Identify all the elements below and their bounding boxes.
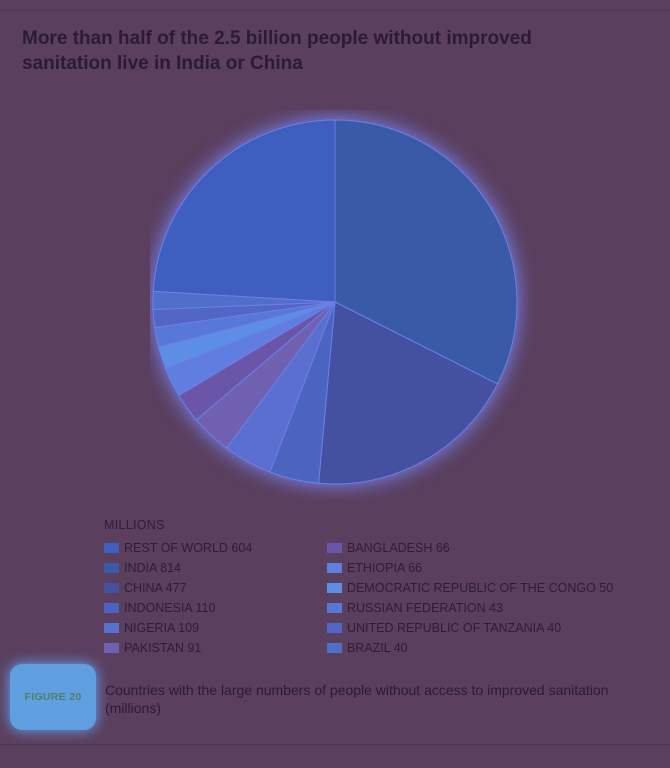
legend-swatch	[104, 603, 119, 613]
legend-swatch	[326, 603, 342, 613]
legend-swatch	[104, 623, 119, 633]
legend-swatch	[326, 563, 342, 573]
legend-item-brazil: BRAZIL 40	[326, 638, 644, 658]
pie-slice-china	[318, 301, 499, 485]
legend-column-left: REST OF WORLD 604 INDIA 814 CHINA 477 INDON…	[104, 538, 327, 658]
legend-title: MILLIONS	[104, 518, 165, 532]
legend-item-united-republic-of-tanzania: UNITED REPUBLIC OF TANZANIA 40	[326, 618, 644, 638]
legend-label: ETHIOPIA 66	[346, 561, 422, 575]
legend-item-russian-federation: RUSSIAN FEDERATION 43	[326, 598, 644, 618]
legend: MILLIONS REST OF WORLD 604 INDIA 814 CHINA…	[104, 518, 644, 658]
legend-label: NIGERIA 109	[124, 621, 200, 635]
legend-label: PAKISTAN 91	[124, 641, 202, 655]
legend-item-indonesia: INDONESIA 110	[104, 598, 327, 618]
legend-item-ethiopia: ETHIOPIA 66	[326, 558, 644, 578]
legend-label: BRAZIL 40	[346, 641, 408, 655]
legend-column-right: BANGLADESH 66 ETHIOPIA 66 DEMOCRATIC REPUB…	[326, 538, 644, 658]
legend-item-india: INDIA 814	[104, 558, 327, 578]
figure-badge: FIGURE 20	[10, 664, 96, 730]
legend-label: INDIA 814	[124, 561, 181, 575]
legend-label: CHINA 477	[124, 581, 187, 595]
legend-swatch	[104, 583, 119, 593]
pie-slice-rest-of-world	[152, 119, 336, 303]
legend-label: INDONESIA 110	[124, 601, 216, 615]
legend-label: RUSSIAN FEDERATION 43	[346, 601, 503, 615]
pie-chart	[152, 119, 518, 485]
legend-swatch	[104, 543, 119, 553]
legend-label: BANGLADESH 66	[346, 541, 450, 555]
legend-swatch	[326, 643, 342, 653]
legend-swatch	[326, 583, 342, 593]
legend-label: DEMOCRATIC REPUBLIC OF THE CONGO 50	[346, 581, 614, 595]
pie-slice-india	[334, 119, 518, 385]
chart-title: More than half of the 2.5 billion people…	[22, 28, 532, 74]
legend-swatch	[104, 643, 119, 653]
pie-slices	[152, 119, 518, 485]
legend-item-china: CHINA 477	[104, 578, 327, 598]
legend-swatch	[326, 623, 342, 633]
legend-item-rest-of-world: REST OF WORLD 604	[104, 538, 327, 558]
legend-label: REST OF WORLD 604	[124, 541, 253, 555]
legend-swatch	[104, 563, 119, 573]
frame-line-bottom	[0, 744, 670, 745]
legend-label: UNITED REPUBLIC OF TANZANIA 40	[346, 621, 562, 635]
legend-item-bangladesh: BANGLADESH 66	[326, 538, 644, 558]
legend-item-democratic-republic-of-the-congo: DEMOCRATIC REPUBLIC OF THE CONGO 50	[326, 578, 644, 598]
legend-item-nigeria: NIGERIA 109	[104, 618, 327, 638]
legend-columns: REST OF WORLD 604 INDIA 814 CHINA 477 INDON…	[104, 538, 644, 658]
legend-item-pakistan: PAKISTAN 91	[104, 638, 327, 658]
legend-swatch	[326, 543, 342, 553]
figure-caption: Countries with the large numbers of peop…	[105, 682, 609, 716]
frame-line-top	[0, 10, 670, 11]
